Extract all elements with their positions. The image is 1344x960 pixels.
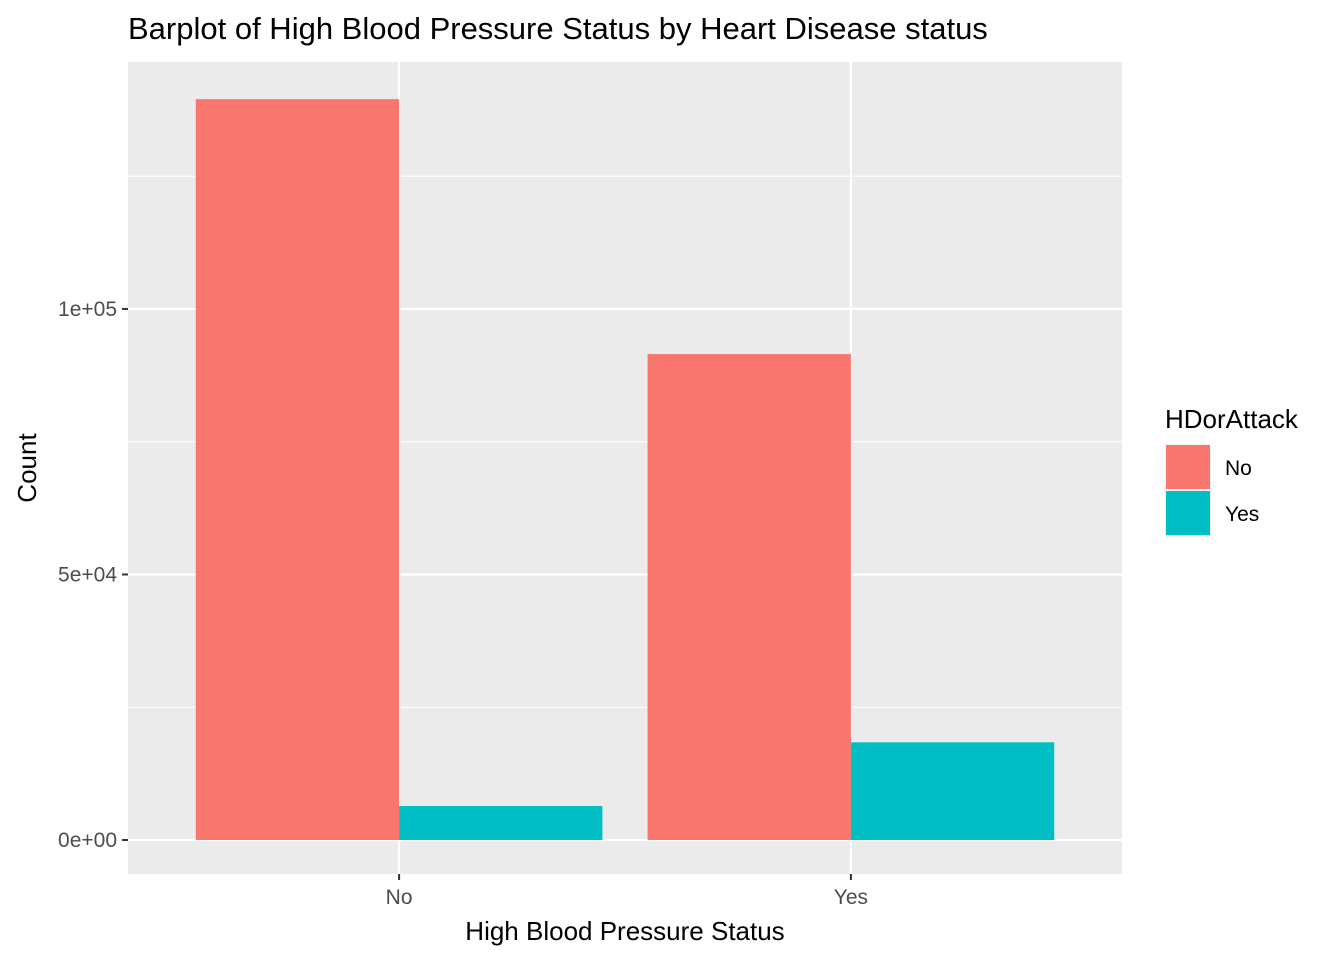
- chart-title: Barplot of High Blood Pressure Status by…: [128, 11, 988, 46]
- y-tick-label: 0e+00: [58, 829, 117, 852]
- bar-no-no: [195, 99, 400, 841]
- y-tick-label: 5e+04: [58, 563, 117, 586]
- bar-yes-no: [647, 354, 851, 841]
- x-axis-title: High Blood Pressure Status: [465, 916, 784, 946]
- y-axis-title: Count: [12, 433, 42, 503]
- legend-swatch-yes: [1166, 491, 1210, 535]
- y-axis: 0e+00 5e+04 1e+05: [58, 298, 128, 852]
- x-tick-label: Yes: [834, 886, 868, 909]
- legend: HDorAttack No Yes: [1165, 404, 1299, 536]
- x-axis: No Yes: [386, 874, 868, 909]
- x-tick-label: No: [386, 886, 413, 909]
- bar-yes-yes: [850, 742, 1055, 841]
- legend-label: Yes: [1225, 503, 1259, 526]
- y-tick-label: 1e+05: [58, 298, 117, 321]
- bars: [195, 99, 1055, 841]
- legend-title: HDorAttack: [1165, 404, 1299, 434]
- legend-label: No: [1225, 457, 1252, 480]
- bar-no-yes: [399, 806, 603, 841]
- legend-swatch-no: [1166, 445, 1210, 489]
